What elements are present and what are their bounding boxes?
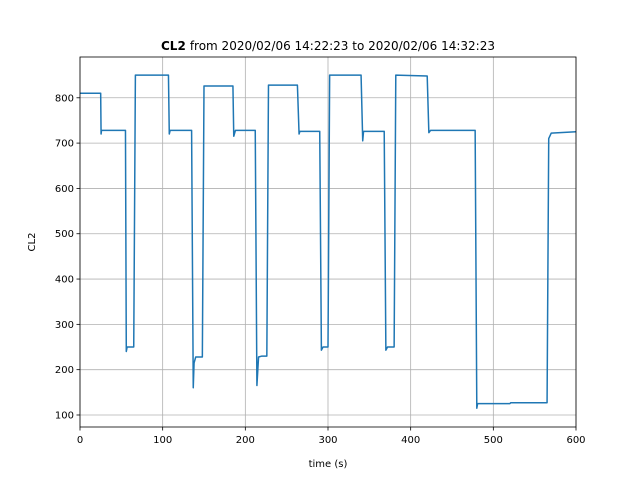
y-tick-label: 300 — [55, 320, 74, 331]
y-tick-label: 800 — [55, 93, 74, 104]
x-tick-label: 100 — [153, 435, 172, 446]
title-bold: CL2 — [161, 39, 186, 53]
x-tick-label: 0 — [77, 435, 83, 446]
x-tick-label: 600 — [566, 435, 585, 446]
y-tick-label: 100 — [55, 410, 74, 421]
chart-title: CL2 from 2020/02/06 14:22:23 to 2020/02/0… — [161, 39, 495, 53]
title-text: from 2020/02/06 14:22:23 to 2020/02/06 1… — [190, 39, 495, 53]
data-line — [80, 74, 577, 409]
y-tick-label: 400 — [55, 275, 74, 286]
y-tick-label: 200 — [55, 365, 74, 376]
x-axis-label: time (s) — [309, 459, 348, 470]
y-tick-label: 500 — [55, 229, 74, 240]
x-tick-label: 400 — [401, 435, 420, 446]
x-tick-label: 300 — [318, 435, 337, 446]
y-tick-label: 700 — [55, 139, 74, 150]
plot-frame — [79, 56, 577, 428]
y-tick-label: 600 — [55, 184, 74, 195]
x-tick-label: 200 — [236, 435, 255, 446]
x-tick-label: 500 — [484, 435, 503, 446]
y-axis-label: CL2 — [27, 233, 38, 252]
